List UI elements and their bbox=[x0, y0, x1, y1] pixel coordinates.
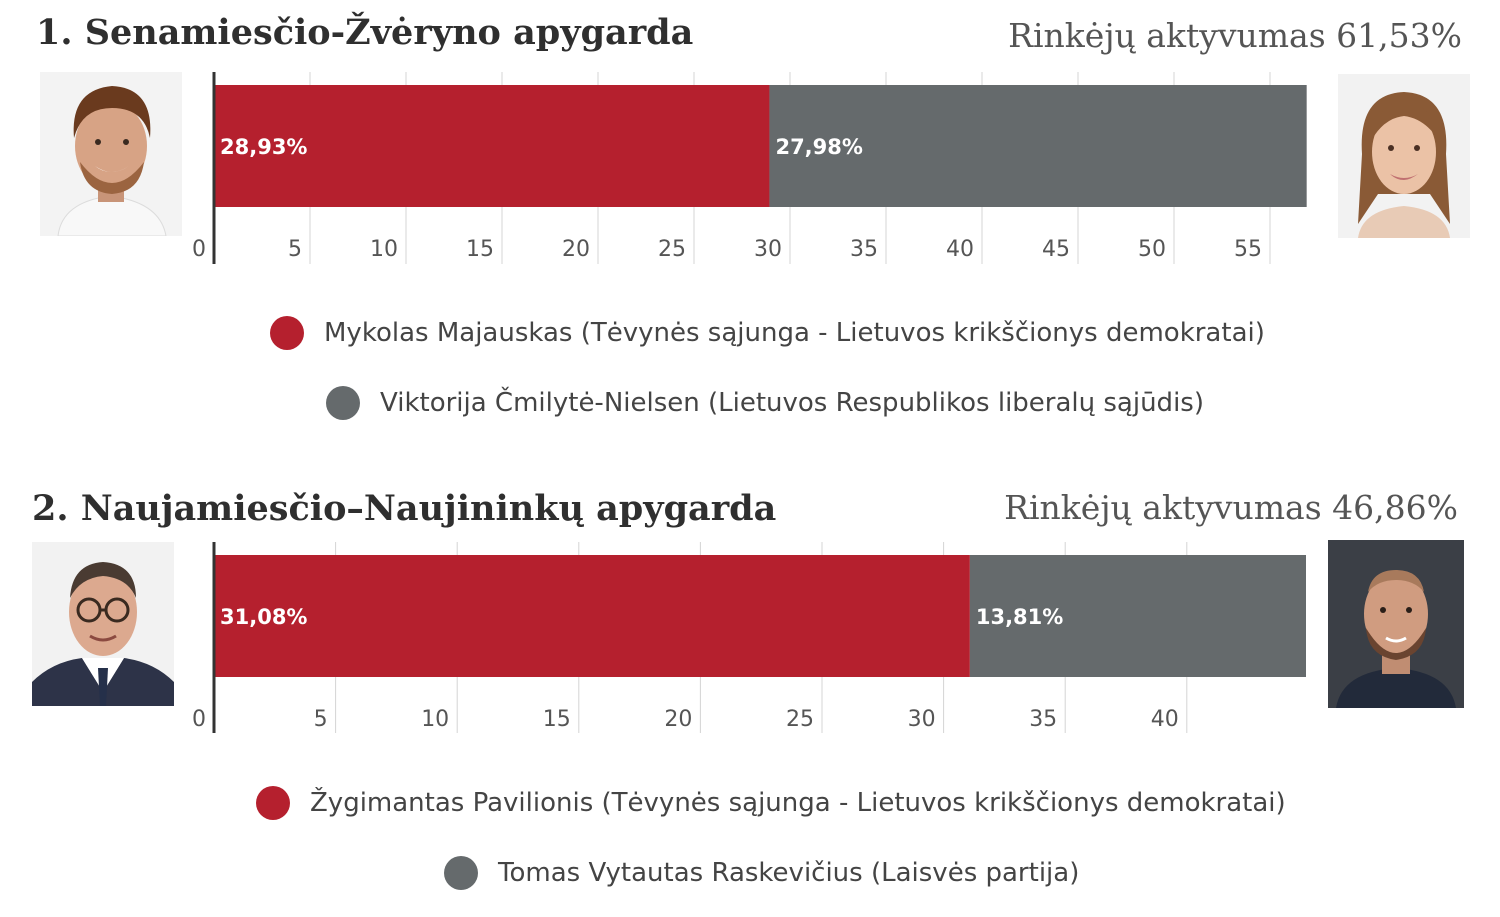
legend-dot-gray bbox=[326, 386, 360, 420]
tick-label: 15 bbox=[543, 707, 571, 732]
bar-chart: 0 5 10 15 20 25 30 35 40 31,08% 13,81% bbox=[192, 542, 1306, 733]
legend-dot-gray bbox=[444, 856, 478, 890]
legend-label: Viktorija Čmilytė-Nielsen (Lietuvos Resp… bbox=[380, 388, 1204, 418]
district-title: 1. Senamiesčio-Žvėryno apygarda bbox=[36, 12, 694, 53]
tick-label: 5 bbox=[314, 707, 328, 732]
portrait-man-glasses-icon bbox=[32, 542, 174, 706]
tick-label: 45 bbox=[1042, 237, 1070, 262]
tick-label: 50 bbox=[1138, 237, 1166, 262]
tick-label: 40 bbox=[946, 237, 974, 262]
turnout-label: Rinkėjų aktyvumas 61,53% bbox=[1008, 16, 1462, 55]
tick-label: 20 bbox=[664, 707, 692, 732]
tick-label: 15 bbox=[466, 237, 494, 262]
bar-value-label: 27,98% bbox=[775, 135, 862, 159]
bar-chart: 0 5 10 15 20 25 30 35 40 45 50 55 28,93% 27,98% bbox=[192, 72, 1307, 264]
legend-label: Mykolas Majauskas (Tėvynės sąjunga - Lie… bbox=[324, 318, 1265, 348]
bar-segment bbox=[214, 85, 770, 207]
tick-label: 25 bbox=[786, 707, 814, 732]
bar-segment bbox=[214, 555, 970, 677]
tick-label: 20 bbox=[562, 237, 590, 262]
legend-item: Žygimantas Pavilionis (Tėvynės sąjunga -… bbox=[256, 786, 1286, 820]
turnout-label: Rinkėjų aktyvumas 46,86% bbox=[1004, 488, 1458, 527]
legend-dot-red bbox=[270, 316, 304, 350]
district-title: 2. Naujamiesčio–Naujininkų apygarda bbox=[32, 488, 777, 529]
tick-label: 10 bbox=[370, 237, 398, 262]
tick-label: 40 bbox=[1151, 707, 1179, 732]
tick-label: 30 bbox=[754, 237, 782, 262]
bar-segment bbox=[969, 555, 1306, 677]
portrait-man-smiling-icon bbox=[40, 72, 182, 236]
tick-label: 35 bbox=[1029, 707, 1057, 732]
legend-label: Žygimantas Pavilionis (Tėvynės sąjunga -… bbox=[310, 788, 1286, 818]
legend-item: Tomas Vytautas Raskevičius (Laisvės part… bbox=[444, 856, 1079, 890]
portrait-woman-icon bbox=[1338, 74, 1470, 238]
tick-label: 55 bbox=[1234, 237, 1262, 262]
tick-label: 25 bbox=[658, 237, 686, 262]
bar-value-label: 13,81% bbox=[976, 605, 1063, 629]
tick-label: 10 bbox=[421, 707, 449, 732]
tick-label: 30 bbox=[908, 707, 936, 732]
portrait-man-beard-icon bbox=[1328, 540, 1464, 708]
candidate-photo-right bbox=[1328, 540, 1464, 708]
tick-label: 0 bbox=[192, 707, 206, 732]
candidate-photo-left bbox=[32, 542, 174, 706]
bar-value-label: 28,93% bbox=[220, 135, 307, 159]
district-1: 1. Senamiesčio-Žvėryno apygarda Rinkėjų … bbox=[0, 0, 1500, 450]
bar-value-label: 31,08% bbox=[220, 605, 307, 629]
bar-segment bbox=[769, 85, 1307, 207]
tick-label: 5 bbox=[288, 237, 302, 262]
tick-label: 35 bbox=[850, 237, 878, 262]
legend-label: Tomas Vytautas Raskevičius (Laisvės part… bbox=[498, 858, 1080, 888]
tick-label: 0 bbox=[192, 237, 206, 262]
candidate-photo-left bbox=[40, 72, 182, 236]
legend-item: Mykolas Majauskas (Tėvynės sąjunga - Lie… bbox=[270, 316, 1265, 350]
candidate-photo-right bbox=[1338, 74, 1470, 238]
legend-item: Viktorija Čmilytė-Nielsen (Lietuvos Resp… bbox=[326, 386, 1204, 420]
legend-dot-red bbox=[256, 786, 290, 820]
